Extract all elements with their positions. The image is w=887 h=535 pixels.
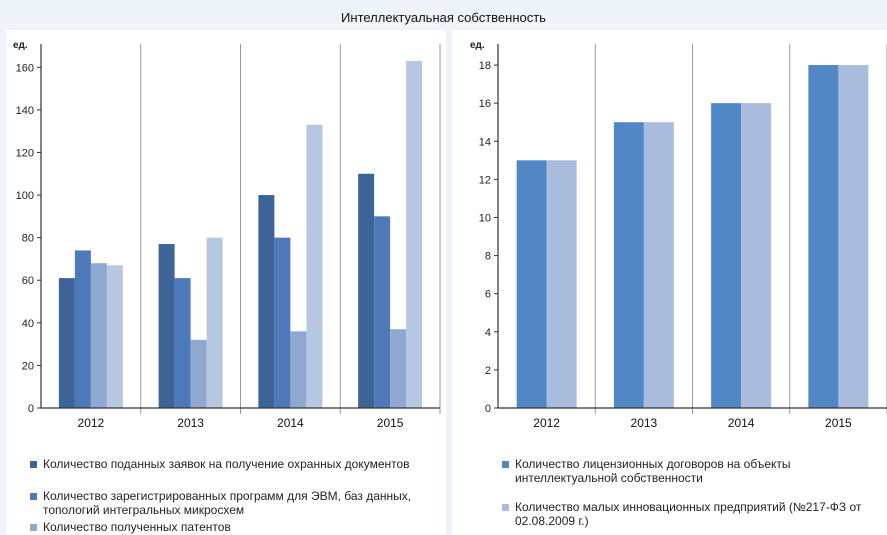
bar bbox=[206, 237, 223, 408]
legend-label: Количество малых инновационных предприят… bbox=[515, 500, 862, 528]
x-tick-label: 2015 bbox=[825, 416, 852, 430]
bar bbox=[711, 103, 742, 408]
bar bbox=[106, 265, 123, 408]
bar bbox=[174, 278, 191, 408]
x-tick-label: 2015 bbox=[377, 416, 404, 430]
bar bbox=[374, 216, 391, 408]
bar bbox=[406, 60, 423, 408]
bar bbox=[90, 263, 107, 408]
legend-swatch bbox=[30, 524, 37, 531]
legend-swatch bbox=[30, 493, 37, 500]
y-tick-label: 120 bbox=[16, 147, 34, 159]
y-tick-label: 4 bbox=[485, 327, 491, 339]
bar bbox=[516, 160, 547, 408]
left-legend-item-patents: Количество полученных патентов bbox=[30, 520, 440, 534]
right-bar-chart: ед. 0 2 4 6 8 10 12 14 16 18 2012 2013 2014 2015 bbox=[470, 40, 887, 430]
y-tick-label: 18 bbox=[479, 60, 491, 72]
bar bbox=[741, 103, 772, 408]
legend-label: Количество зарегистрированных программ д… bbox=[43, 489, 412, 517]
left-chart-panel: ед. 0 20 40 60 80 100 120 140 160 2012 2013 2014 2015… bbox=[6, 30, 446, 535]
bar bbox=[158, 244, 175, 408]
y-tick-label: 10 bbox=[479, 212, 491, 224]
legend-swatch bbox=[502, 461, 509, 468]
y-tick-label: 8 bbox=[485, 251, 491, 263]
x-tick-label: 2014 bbox=[277, 416, 304, 430]
bar bbox=[390, 329, 407, 408]
x-tick-label: 2012 bbox=[78, 416, 105, 430]
y-tick-label: 0 bbox=[28, 403, 34, 415]
right-legend-item-licenses: Количество лицензионных договоров на объ… bbox=[502, 457, 882, 485]
y-tick-label: 6 bbox=[485, 289, 491, 301]
x-tick-label: 2014 bbox=[728, 416, 755, 430]
y-tick-label: 40 bbox=[22, 318, 34, 330]
bar bbox=[58, 278, 75, 408]
bar bbox=[74, 250, 91, 408]
legend-label: Количество поданных заявок на получение … bbox=[43, 457, 410, 471]
right-legend-item-small-enterprises: Количество малых инновационных предприят… bbox=[502, 500, 882, 528]
legend-swatch bbox=[30, 461, 37, 468]
bar bbox=[290, 331, 307, 408]
right-chart-panel: ед. 0 2 4 6 8 10 12 14 16 18 2012 2013 2014 2015 Колич… bbox=[452, 30, 887, 535]
page-title: Интеллектуальная собственность bbox=[341, 10, 546, 25]
unit-label: ед. bbox=[470, 40, 485, 51]
y-tick-label: 140 bbox=[16, 105, 34, 117]
y-tick-label: 20 bbox=[22, 360, 34, 372]
legend-label: Количество полученных патентов bbox=[43, 520, 231, 534]
y-tick-label: 60 bbox=[22, 275, 34, 287]
bar bbox=[358, 173, 375, 408]
legend-swatch bbox=[502, 504, 509, 511]
bar bbox=[643, 122, 674, 409]
y-tick-label: 16 bbox=[479, 98, 491, 110]
y-tick-label: 0 bbox=[485, 403, 491, 415]
y-tick-label: 80 bbox=[22, 233, 34, 245]
bar bbox=[274, 237, 291, 408]
y-tick-label: 14 bbox=[479, 136, 491, 148]
bar bbox=[838, 65, 869, 409]
legend-label: Количество лицензионных договоров на объ… bbox=[515, 457, 791, 485]
x-tick-label: 2013 bbox=[631, 416, 658, 430]
y-tick-label: 160 bbox=[16, 62, 34, 74]
y-tick-label: 2 bbox=[485, 365, 491, 377]
y-tick-label: 12 bbox=[479, 174, 491, 186]
bar bbox=[306, 124, 323, 408]
x-tick-label: 2012 bbox=[533, 416, 560, 430]
unit-label: ед. bbox=[13, 40, 28, 51]
bar bbox=[258, 195, 275, 408]
bar bbox=[808, 65, 839, 409]
left-legend-item-programs: Количество зарегистрированных программ д… bbox=[30, 489, 440, 517]
bar bbox=[190, 339, 207, 408]
left-bar-chart: ед. 0 20 40 60 80 100 120 140 160 2012 2013 2014 2015 bbox=[13, 40, 441, 430]
left-legend-item-applications: Количество поданных заявок на получение … bbox=[30, 457, 450, 471]
bar bbox=[546, 160, 577, 408]
x-tick-label: 2013 bbox=[177, 416, 204, 430]
y-tick-label: 100 bbox=[16, 190, 34, 202]
bar bbox=[613, 122, 644, 409]
